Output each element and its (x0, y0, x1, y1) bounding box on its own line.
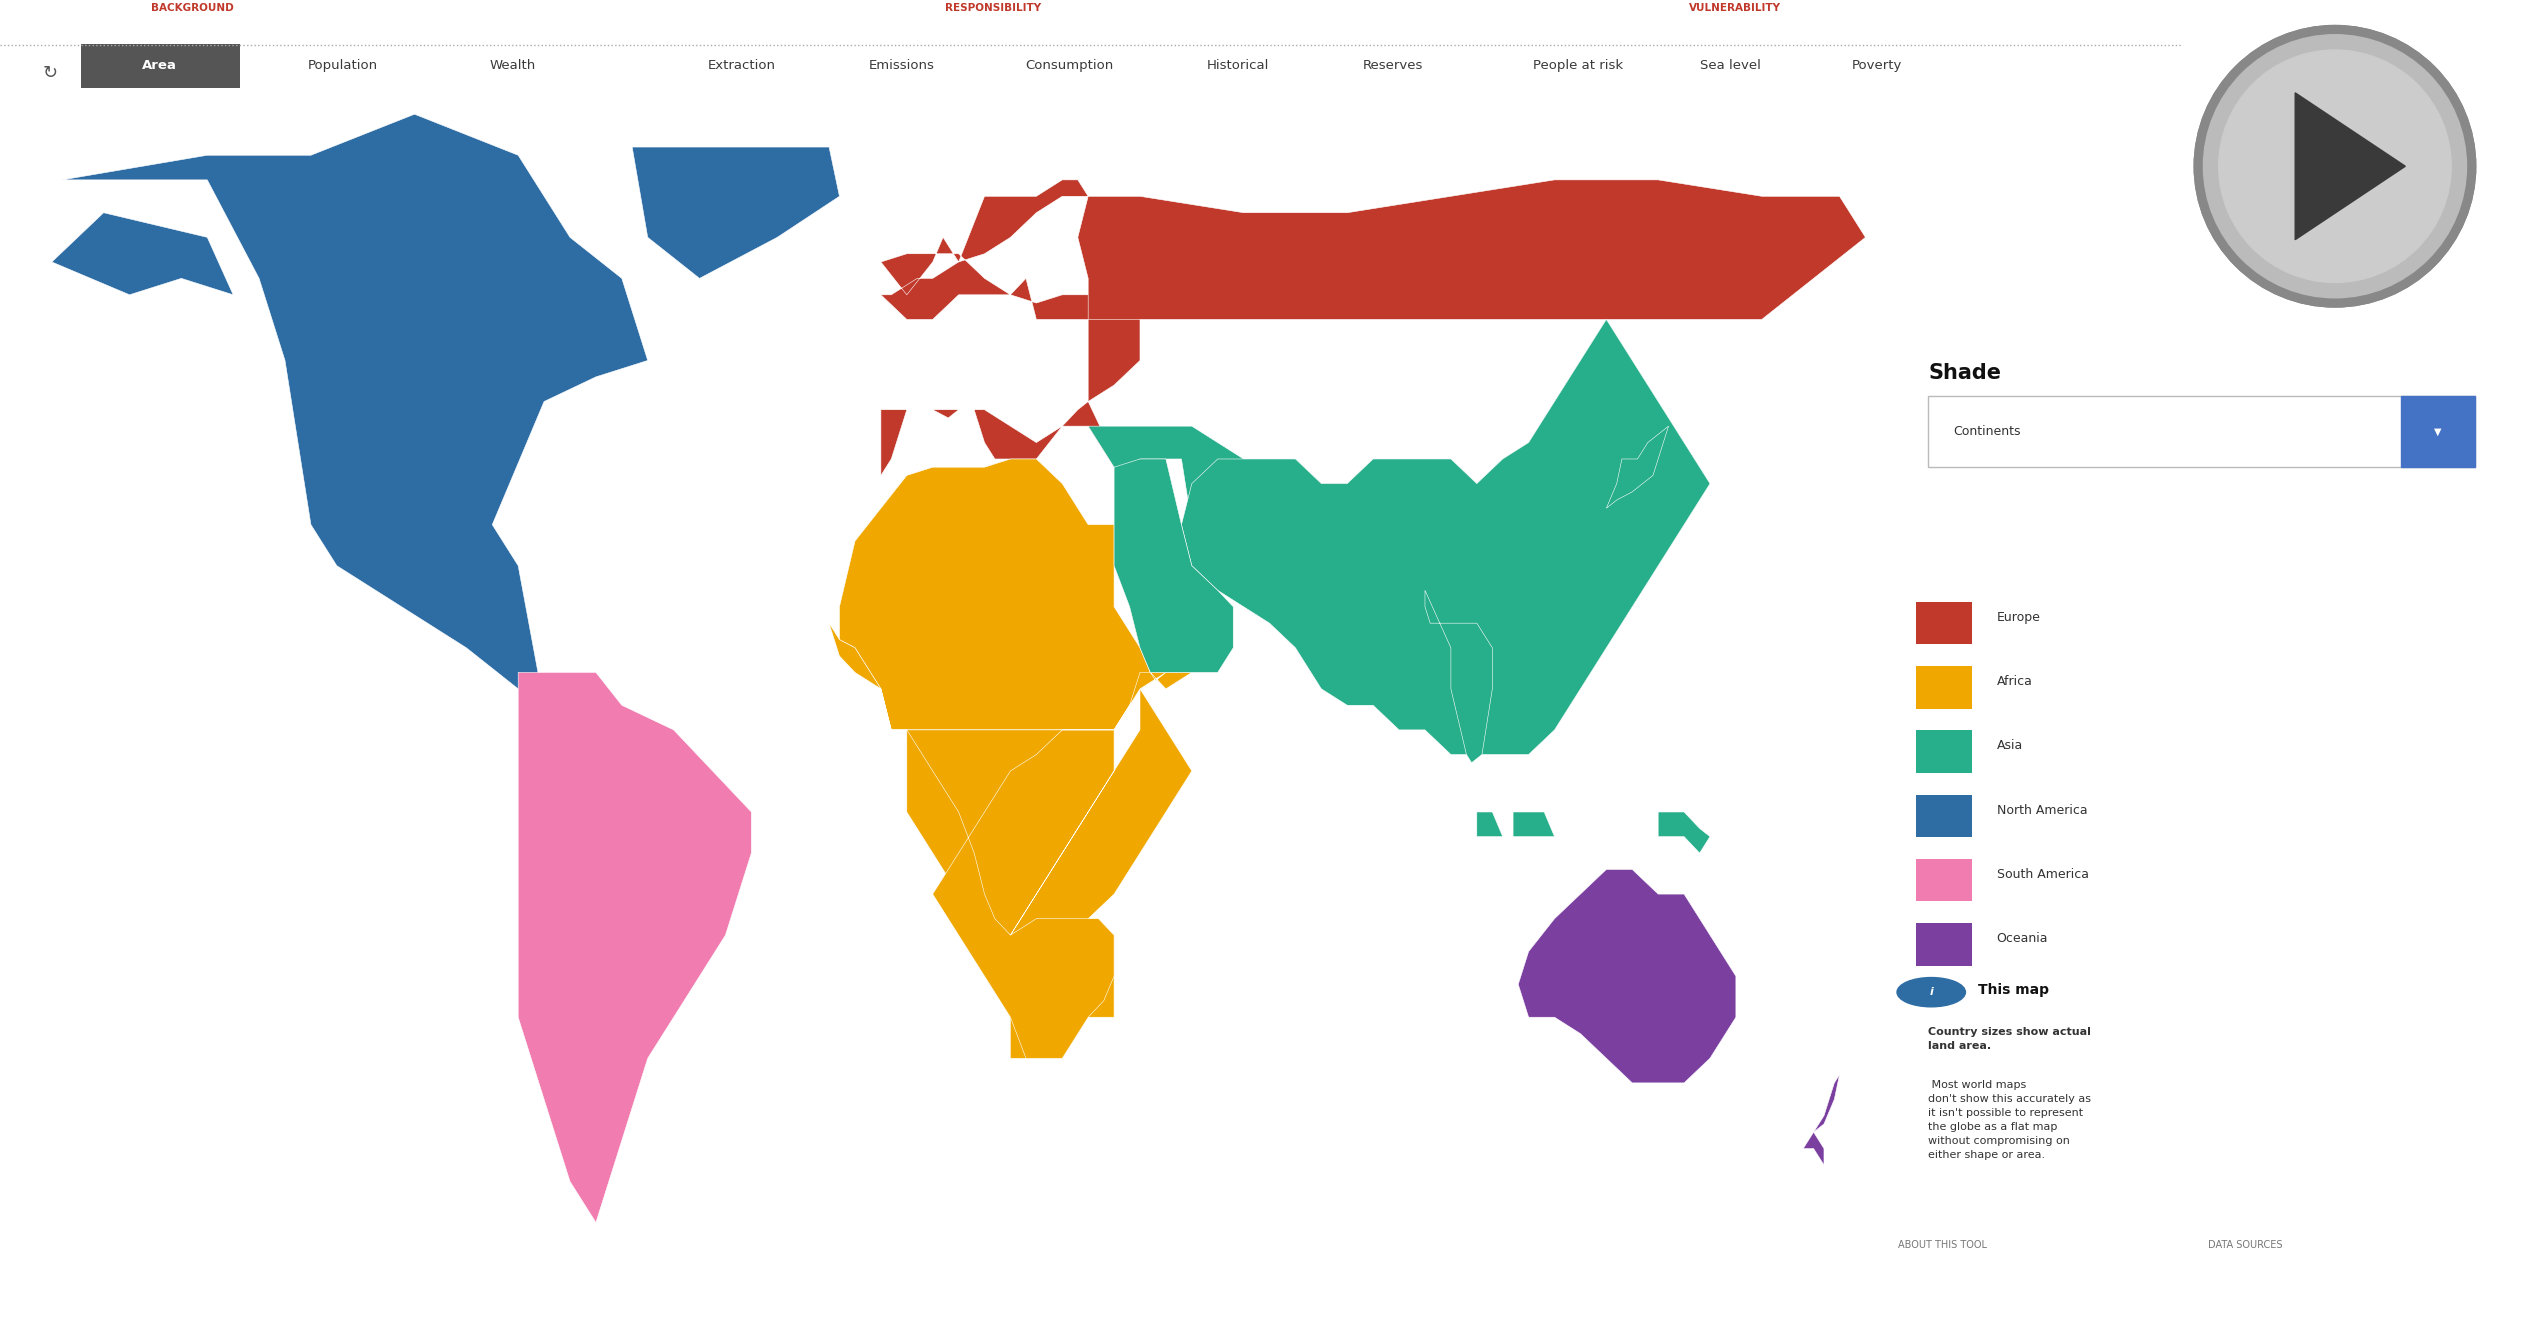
FancyBboxPatch shape (81, 44, 241, 88)
Text: Shade: Shade (1929, 363, 2000, 383)
FancyBboxPatch shape (1916, 730, 1972, 773)
Text: North America: North America (1997, 803, 2086, 817)
Text: Emissions: Emissions (868, 59, 934, 72)
FancyBboxPatch shape (1916, 923, 1972, 966)
Text: Historical: Historical (1206, 59, 1269, 72)
Text: Asia: Asia (1997, 739, 2023, 753)
Polygon shape (2294, 93, 2406, 239)
Text: This map: This map (1977, 983, 2048, 996)
Circle shape (1896, 978, 1964, 1007)
Circle shape (2195, 25, 2475, 307)
Text: Area: Area (142, 59, 178, 72)
Circle shape (2218, 51, 2452, 282)
Circle shape (2206, 37, 2464, 295)
Polygon shape (881, 180, 1140, 475)
Text: Sea level: Sea level (1700, 59, 1761, 72)
Text: Country sizes show actual
land area.: Country sizes show actual land area. (1929, 1027, 2091, 1051)
Polygon shape (1607, 426, 1667, 508)
Text: RESPONSIBILITY: RESPONSIBILITY (944, 3, 1041, 13)
Polygon shape (906, 689, 1193, 1059)
Text: Europe: Europe (1997, 610, 2041, 624)
Polygon shape (518, 673, 751, 1222)
Text: Oceania: Oceania (1997, 932, 2048, 946)
Text: VULNERABILITY: VULNERABILITY (1690, 3, 1782, 13)
Text: Africa: Africa (1997, 676, 2033, 688)
FancyBboxPatch shape (1916, 859, 1972, 902)
Polygon shape (1114, 459, 1233, 673)
Text: ↻: ↻ (43, 64, 58, 81)
Polygon shape (1513, 813, 1553, 837)
Text: Poverty: Poverty (1853, 59, 1904, 72)
Text: i: i (1929, 987, 1934, 998)
Text: ▼: ▼ (2434, 427, 2442, 436)
Text: Continents: Continents (1954, 426, 2020, 438)
Text: Wealth: Wealth (490, 59, 536, 72)
FancyBboxPatch shape (1929, 396, 2475, 467)
FancyBboxPatch shape (2401, 396, 2475, 467)
Polygon shape (1010, 919, 1114, 1059)
Circle shape (2195, 25, 2475, 307)
Text: Population: Population (307, 59, 378, 72)
FancyBboxPatch shape (1916, 602, 1972, 644)
Polygon shape (1424, 591, 1492, 762)
Text: DATA SOURCES: DATA SOURCES (2208, 1240, 2282, 1250)
Polygon shape (1815, 1075, 1840, 1132)
Text: South America: South America (1997, 868, 2089, 880)
Polygon shape (1518, 870, 1736, 1083)
Text: BACKGROUND: BACKGROUND (150, 3, 233, 13)
Polygon shape (840, 459, 1193, 730)
Polygon shape (632, 148, 840, 278)
Text: ABOUT THIS TOOL: ABOUT THIS TOOL (1898, 1240, 1987, 1250)
Text: Reserves: Reserves (1363, 59, 1424, 72)
Polygon shape (1657, 813, 1711, 853)
Circle shape (2203, 35, 2467, 298)
Polygon shape (830, 606, 1193, 1059)
Text: Consumption: Consumption (1025, 59, 1114, 72)
FancyBboxPatch shape (1916, 795, 1972, 837)
Polygon shape (1183, 319, 1711, 754)
Polygon shape (1477, 813, 1502, 837)
Polygon shape (51, 213, 233, 295)
Polygon shape (1802, 1132, 1825, 1165)
Polygon shape (63, 114, 647, 705)
Text: People at risk: People at risk (1533, 59, 1624, 72)
Polygon shape (1089, 319, 1711, 730)
Text: Extraction: Extraction (708, 59, 777, 72)
Circle shape (2213, 44, 2457, 289)
Text: Most world maps
don't show this accurately as
it isn't possible to represent
the: Most world maps don't show this accurate… (1929, 1080, 2091, 1160)
Polygon shape (1079, 180, 1865, 319)
FancyBboxPatch shape (1916, 666, 1972, 709)
